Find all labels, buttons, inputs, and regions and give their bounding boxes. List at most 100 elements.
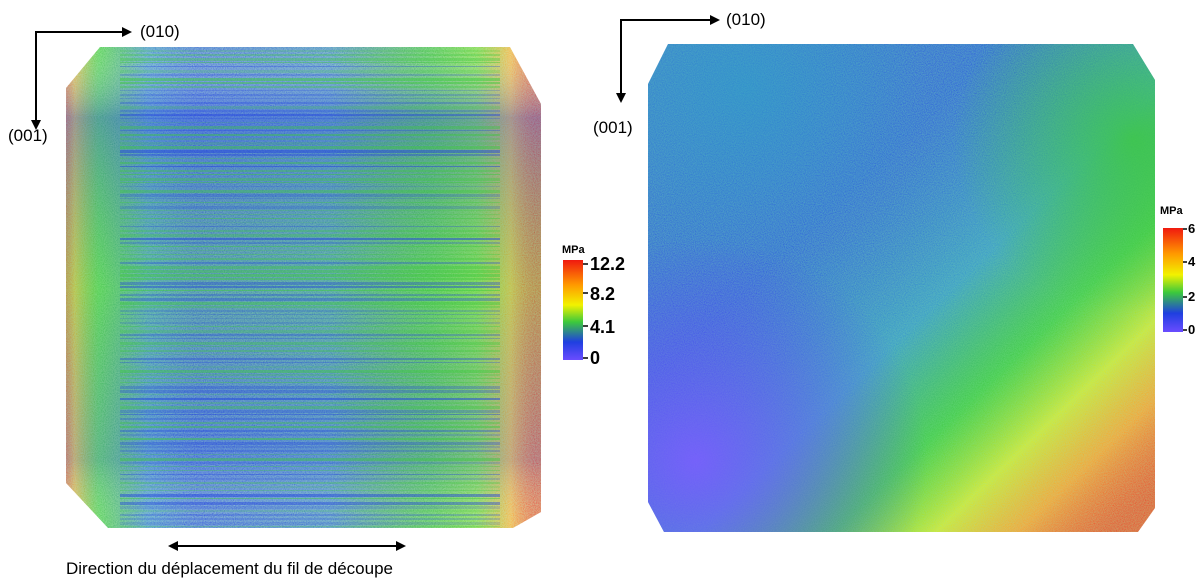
stripe xyxy=(120,194,500,197)
stripe xyxy=(120,114,500,116)
stripe xyxy=(120,502,500,505)
left-colorbar-tick-max: 12.2 xyxy=(590,254,626,274)
stripe xyxy=(120,234,500,237)
stripe xyxy=(120,514,500,516)
stripe xyxy=(120,434,500,436)
stripe xyxy=(120,286,500,288)
stripe xyxy=(120,238,500,240)
stripe xyxy=(120,330,500,333)
stripe xyxy=(120,362,500,363)
stripe xyxy=(120,78,500,81)
stripe xyxy=(120,314,500,315)
stripe xyxy=(120,510,500,512)
stripe xyxy=(120,442,500,445)
stripe xyxy=(120,522,500,525)
stripe xyxy=(120,254,500,255)
right-axis-arrows xyxy=(616,15,720,103)
stripe xyxy=(120,158,500,159)
stripe xyxy=(120,170,500,172)
right-colorbar-tick-2: 4 xyxy=(1188,254,1196,269)
right-stress-map xyxy=(648,44,1155,532)
right-colorbar-tick-min: 0 xyxy=(1188,322,1196,337)
stripe xyxy=(120,318,500,319)
stripe xyxy=(120,142,500,145)
stripe xyxy=(120,394,500,395)
stripe xyxy=(120,482,500,484)
left-axis-arrows xyxy=(31,27,132,130)
stripe xyxy=(120,266,500,269)
stripe xyxy=(120,494,500,497)
stripe xyxy=(120,218,500,219)
stripe xyxy=(120,246,500,247)
right-axis-y-label: (001) xyxy=(593,118,633,137)
stripe xyxy=(120,414,500,415)
stripe xyxy=(120,102,500,104)
stripe xyxy=(120,242,500,244)
stripe xyxy=(120,370,500,373)
stripe xyxy=(120,274,500,277)
stripe xyxy=(120,450,500,452)
stripe xyxy=(120,138,500,140)
right-colorbar-unit: MPa xyxy=(1160,205,1183,217)
stripe xyxy=(120,86,500,88)
stripe xyxy=(120,386,500,389)
stripe xyxy=(120,466,500,467)
stripe xyxy=(120,526,500,527)
stripe xyxy=(120,438,500,440)
stripe xyxy=(120,446,500,448)
stripe xyxy=(120,374,500,376)
stripe xyxy=(120,342,500,345)
right-axis-x-label: (010) xyxy=(726,10,766,29)
stripe xyxy=(120,294,500,296)
stripe xyxy=(120,90,500,91)
stripe xyxy=(120,398,500,400)
stripe xyxy=(120,98,500,99)
stripe xyxy=(120,378,500,379)
stripe xyxy=(120,458,500,461)
stripe xyxy=(120,66,500,67)
stripe xyxy=(120,202,500,203)
stripe xyxy=(120,474,500,475)
stripe xyxy=(120,210,500,211)
stripe xyxy=(120,302,500,305)
stripe xyxy=(120,478,500,480)
stripe xyxy=(120,298,500,301)
stripe xyxy=(120,402,500,404)
stripe xyxy=(120,54,500,56)
stripe xyxy=(120,382,500,383)
stripe xyxy=(120,162,500,164)
stripe xyxy=(120,278,500,280)
left-colorbar-tick-min: 0 xyxy=(590,348,601,368)
stripe xyxy=(120,214,500,215)
stripe xyxy=(120,134,500,136)
stripe xyxy=(120,506,500,509)
stripe xyxy=(120,270,500,273)
stripe xyxy=(120,390,500,393)
stripe xyxy=(120,310,500,312)
stripe xyxy=(120,154,500,156)
stripe xyxy=(120,94,500,96)
stripe xyxy=(120,70,500,73)
direction-double-arrow xyxy=(168,541,406,551)
stripe xyxy=(120,62,500,63)
stripe xyxy=(120,182,500,183)
stripe xyxy=(120,74,500,76)
stripe xyxy=(120,174,500,175)
stripe xyxy=(120,258,500,260)
right-colorbar-ticks xyxy=(1183,228,1187,331)
stripe xyxy=(120,406,500,409)
stripe xyxy=(120,262,500,264)
stripe xyxy=(120,454,500,455)
right-colorbar xyxy=(1163,228,1183,332)
stripe xyxy=(120,106,500,109)
stripe xyxy=(120,490,500,491)
stripe xyxy=(120,226,500,227)
stripe xyxy=(120,290,500,291)
stripe xyxy=(120,110,500,112)
stripe xyxy=(120,50,500,52)
stripe xyxy=(120,350,500,352)
stripe xyxy=(120,198,500,199)
left-stress-map xyxy=(66,47,541,528)
stripe xyxy=(120,282,500,285)
